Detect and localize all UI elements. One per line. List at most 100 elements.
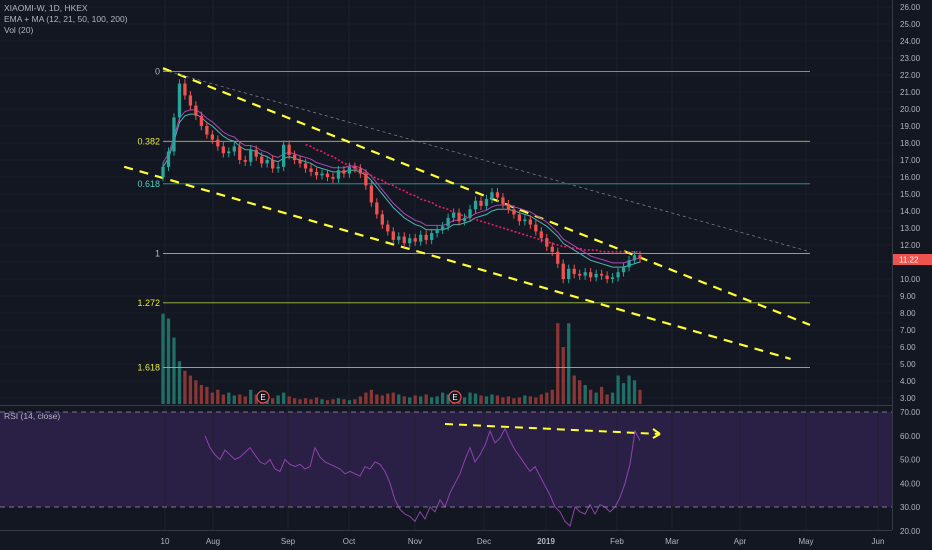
price-tick-label: 22.00 — [900, 71, 921, 80]
time-tick-label: Jun — [872, 537, 885, 546]
candle-body — [292, 154, 297, 160]
candle-body — [161, 166, 165, 177]
time-tick-label: Feb — [610, 537, 624, 546]
volume-bar — [331, 399, 335, 404]
price-tick-label: 25.00 — [900, 20, 921, 29]
time-tick-label: Mar — [665, 537, 679, 546]
volume-bar — [528, 396, 532, 404]
volume-bar — [594, 392, 598, 404]
volume-bar — [309, 399, 313, 404]
volume-bar — [440, 392, 445, 404]
volume-bar — [161, 313, 165, 404]
rsi-polyline — [204, 427, 641, 527]
volume-bar — [589, 389, 593, 404]
price-tick-label: 18.00 — [900, 139, 921, 148]
candle-body — [221, 146, 225, 154]
volume-bar — [616, 375, 620, 404]
candle-body — [479, 200, 483, 206]
volume-bar — [271, 398, 275, 404]
volume-bar — [534, 397, 538, 404]
ma200-line — [305, 143, 640, 253]
candle-body — [375, 202, 379, 215]
candle-body — [287, 144, 291, 155]
candle-body — [336, 170, 341, 179]
indicator-legend[interactable]: EMA + MA (12, 21, 50, 100, 200) — [4, 14, 128, 24]
rsi-divergence-line — [444, 423, 661, 435]
candle-body — [364, 173, 368, 186]
candle-body — [309, 168, 313, 172]
volume-bar — [517, 397, 522, 404]
price-tick-label: 13.00 — [900, 224, 921, 233]
fib-levels: 0 0.382 0.618 1 1.272 1.618 — [137, 67, 810, 372]
volume-bar — [578, 380, 582, 404]
price-tick-label: 23.00 — [900, 54, 921, 63]
volume-bar — [375, 394, 379, 404]
volume-bar — [621, 383, 626, 404]
candle-body — [610, 277, 615, 279]
symbol-legend[interactable]: XIAOMI-W, 1D, HKEX — [4, 3, 88, 13]
volume-bar — [292, 398, 297, 404]
time-axis[interactable]: 10 Aug Sep Oct Nov Dec 2019 Feb Mar Apr May Jun — [161, 537, 885, 546]
volume-bar — [183, 370, 187, 404]
volume-bar — [583, 385, 587, 404]
volume-bar — [342, 399, 346, 404]
rsi-line — [204, 427, 641, 527]
candle-body — [353, 166, 357, 169]
candle-body — [331, 177, 335, 179]
rsi-legend[interactable]: RSI (14, close) — [4, 411, 61, 421]
candle-body — [484, 199, 489, 206]
candle-body — [490, 192, 494, 200]
candle-body — [512, 209, 516, 215]
volume-bar — [221, 394, 225, 404]
time-tick-label: Aug — [206, 537, 220, 546]
candle-body — [534, 224, 538, 232]
candle-body — [419, 234, 423, 242]
volume-bar — [430, 397, 434, 404]
ma-line — [162, 109, 641, 264]
rsi-axis[interactable]: 70.00 60.00 50.00 40.00 30.00 20.00 — [0, 408, 921, 536]
volume-bar — [545, 392, 549, 404]
candle-body — [473, 200, 478, 210]
grid-lines — [164, 0, 879, 530]
price-tick-label: 5.00 — [900, 360, 916, 369]
price-axis[interactable]: 26.00 25.00 24.00 23.00 22.00 21.00 20.00 19.00… — [900, 3, 921, 403]
candle-body — [369, 185, 373, 203]
volume-bar — [424, 394, 428, 404]
volume-bar — [605, 394, 609, 404]
volume-bar — [320, 399, 324, 404]
candle-body — [166, 151, 171, 167]
volume-bar — [567, 323, 571, 404]
candle-body — [468, 209, 472, 218]
candle-body — [627, 260, 631, 268]
trendline — [162, 69, 811, 253]
candle-body — [205, 126, 209, 135]
candle-body — [583, 272, 587, 276]
trendline — [123, 165, 791, 360]
candle-body — [413, 238, 417, 242]
volume-bar — [599, 386, 604, 404]
rsi-tick-label: 20.00 — [900, 527, 921, 536]
candle-body — [561, 263, 565, 279]
price-tick-label: 9.00 — [900, 292, 916, 301]
candle-body — [177, 83, 182, 118]
volume-legend[interactable]: Vol (20) — [4, 25, 34, 35]
volume-bar — [210, 392, 214, 404]
time-tick-label: May — [798, 537, 813, 546]
volume-bar — [413, 395, 417, 404]
candle-body — [325, 173, 330, 177]
rsi-tick-label: 40.00 — [900, 479, 921, 488]
candle-body — [358, 168, 363, 174]
candle-body — [556, 251, 560, 264]
fib-level-label: 1.618 — [137, 362, 160, 372]
volume-bar — [205, 386, 209, 404]
candle-body — [462, 217, 467, 222]
candle-body — [567, 268, 571, 279]
volume-bar — [501, 397, 505, 404]
candlesticks[interactable] — [161, 79, 642, 284]
fib-level-label: 0 — [155, 67, 160, 77]
candle-body — [386, 224, 390, 232]
candle-body — [632, 255, 637, 261]
last-price-value: 11.22 — [899, 256, 919, 265]
